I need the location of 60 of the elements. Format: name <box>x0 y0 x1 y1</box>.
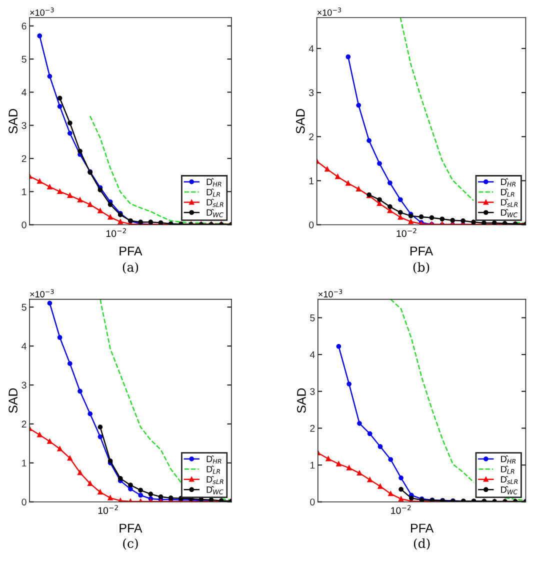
x-axis-title: PFA <box>410 246 434 256</box>
text: (d) <box>414 538 430 550</box>
y-tick-label: 5 <box>310 314 315 322</box>
y-axis-title: SAD <box>8 388 18 413</box>
legend-label: D̂$_{sLR}$ <box>501 476 518 484</box>
x-axis-title: PFA <box>120 524 142 532</box>
y-tick-label: 4 <box>22 89 26 96</box>
y-tick-label: 6 <box>22 22 26 30</box>
text: 10$^{−2}$ <box>396 228 416 237</box>
y-tick-label: 1 <box>22 460 26 466</box>
y-tick-label: 5 <box>22 56 26 63</box>
y-tick-label: 2 <box>22 155 26 162</box>
y-tick-label: 0 <box>22 221 26 228</box>
y-tick-label: 2 <box>309 133 314 140</box>
text: ×10$^{−3}$ <box>318 289 342 298</box>
x-axis-title: PFA <box>120 246 142 256</box>
y-tick-label: 0 <box>310 498 315 506</box>
y-axis-title: SAD <box>296 108 305 134</box>
text: 10$^{−2}$ <box>106 228 126 237</box>
legend-label: D̂$_{WC}$ <box>206 209 224 218</box>
y-tick-label: 5 <box>22 304 26 311</box>
text: (b) <box>413 262 430 274</box>
text: (c) <box>123 538 138 550</box>
legend-label: D̂$_{HR}$ <box>206 178 222 186</box>
y-tick-label: 0 <box>309 221 314 228</box>
y-tick-label: 4 <box>22 342 26 350</box>
y-axis-title: SAD <box>297 388 306 413</box>
legend-label: D̂$_{WC}$ <box>501 486 518 494</box>
legend-label: D̂$_{HR}$ <box>501 456 516 464</box>
y-tick-label: 4 <box>310 351 315 358</box>
legend-label: D̂$_{LR}$ <box>206 466 220 474</box>
text: ×10$^{−3}$ <box>30 289 54 298</box>
y-tick-label: 1 <box>22 188 26 196</box>
legend-label: D̂$_{LR}$ <box>206 188 220 197</box>
legend-label: D̂$_{WC}$ <box>501 209 518 218</box>
legend-label: D̂$_{LR}$ <box>501 188 514 197</box>
legend-label: D̂$_{sLR}$ <box>501 198 518 207</box>
y-tick-label: 3 <box>309 89 314 96</box>
legend-label: D̂$_{HR}$ <box>501 178 516 186</box>
x-axis-title: PFA <box>411 524 434 532</box>
y-tick-label: 3 <box>22 382 26 389</box>
text: 10$^{−2}$ <box>391 505 411 514</box>
y-tick-label: 1 <box>309 178 314 184</box>
text: (a) <box>122 262 138 274</box>
legend-label: D̂$_{sLR}$ <box>206 476 224 484</box>
legend-label: D̂$_{sLR}$ <box>206 198 224 207</box>
text: ×10$^{−3}$ <box>317 8 342 16</box>
legend-label: D̂$_{WC}$ <box>206 486 224 494</box>
y-axis-title: SAD <box>8 108 18 134</box>
y-tick-label: 1 <box>310 462 315 469</box>
legend-label: D̂$_{LR}$ <box>501 466 514 474</box>
y-tick-label: 3 <box>310 388 315 395</box>
legend-label: D̂$_{HR}$ <box>206 456 222 464</box>
y-tick-label: 2 <box>22 420 26 428</box>
y-tick-label: 3 <box>22 122 26 129</box>
text: 10$^{−2}$ <box>98 505 118 514</box>
y-tick-label: 2 <box>310 424 315 432</box>
text: ×10$^{−3}$ <box>30 8 54 16</box>
y-tick-label: 4 <box>308 45 314 52</box>
y-tick-label: 0 <box>22 498 26 506</box>
